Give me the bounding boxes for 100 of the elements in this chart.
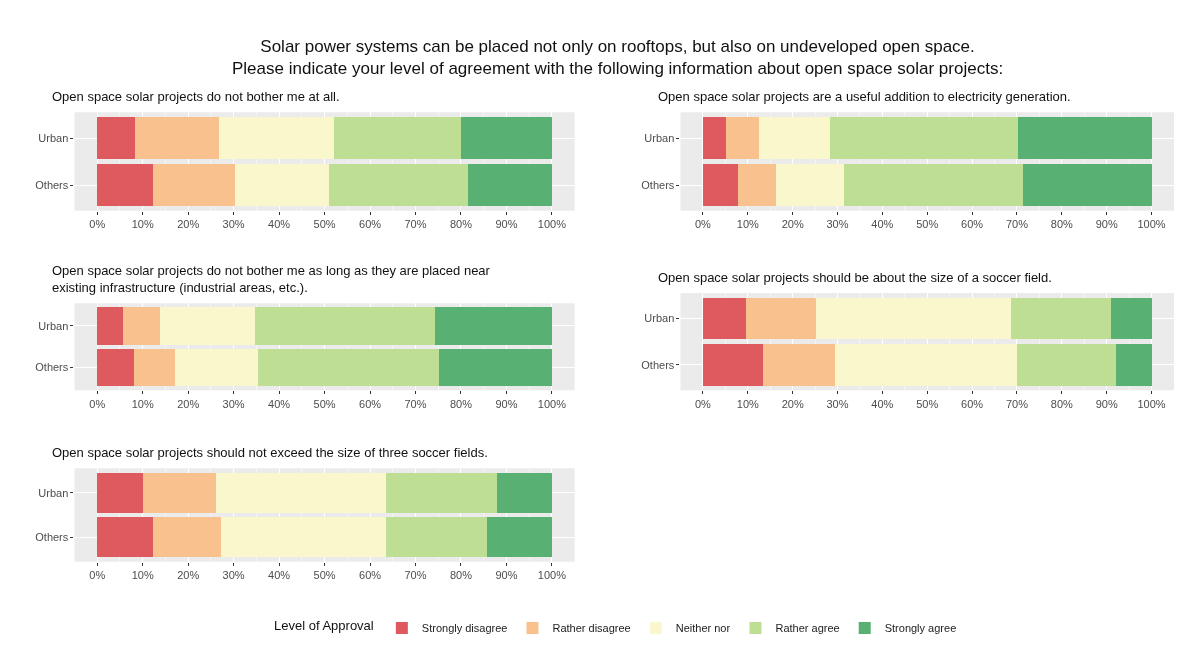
x-tick-label: 70% [404,568,427,581]
x-tick-label: 70% [1005,218,1029,231]
x-tick-label: 50% [916,218,939,231]
bar [175,348,259,387]
bar [438,348,552,387]
x-tick-label: 50% [313,568,336,581]
bar [97,117,135,160]
bar [843,163,1023,207]
bar [1016,343,1116,386]
x-tick-label: 30% [222,397,245,410]
y-tick-label: Others [35,178,69,191]
x-tick-label: 20% [781,397,804,410]
x-tick-label: 10% [131,568,154,581]
bar [702,163,739,207]
legend-title: Level of Approval [274,618,374,634]
y-tick-label: Others [35,531,69,544]
bar [468,163,552,207]
x-tick-label: 100% [1137,397,1166,410]
x-tick-label: 100% [537,397,567,410]
x-tick-label: 10% [131,397,154,410]
bar [460,117,552,160]
legend-label: Rather agree [775,622,840,635]
bar [153,517,221,558]
x-tick-label: 70% [404,218,427,231]
bar [153,163,235,207]
bar [97,472,143,513]
x-tick-label: 60% [359,568,382,581]
text: Please indicate your level of agreement with the following information about open space solar projects: [232,59,1004,79]
x-tick-label: 50% [313,218,336,231]
bar [97,307,124,345]
x-tick-label: 60% [359,218,382,231]
y-tick-label: Others [641,358,675,371]
bar [142,472,216,513]
x-tick-label: 80% [449,568,473,581]
y-tick-label: Others [35,361,69,374]
chart-title: Open space solar projects should not exceed the size of three soccer fields. [52,445,488,460]
bar [219,117,334,160]
x-tick-label: 10% [736,397,760,410]
bar [702,117,727,160]
bar [385,517,488,558]
bar [1111,297,1152,340]
x-tick-label: 100% [537,218,567,231]
bar [726,117,760,160]
bar [215,472,386,513]
bar [759,117,830,160]
bar [835,343,1017,386]
x-tick-label: 90% [495,397,518,410]
x-tick-label: 0% [89,218,106,231]
x-tick-label: 100% [1137,218,1166,231]
x-tick-label: 20% [781,218,804,231]
x-tick-label: 80% [1050,397,1074,410]
bar [763,343,836,386]
x-tick-label: 60% [961,397,984,410]
chart-title: Open space solar projects are a useful addition to electricity generation. [658,89,1071,104]
legend-label: Rather disagree [552,622,631,635]
x-tick-label: 20% [177,397,200,410]
bar [97,517,154,558]
bar [134,348,176,387]
bar [97,163,154,207]
x-tick-label: 60% [961,218,984,231]
x-tick-label: 70% [1005,397,1029,410]
x-tick-label: 30% [826,397,849,410]
y-tick-label: Urban [38,486,69,499]
x-tick-label: 90% [495,568,518,581]
bar [134,117,220,160]
bar [702,297,747,340]
x-tick-label: 30% [222,568,245,581]
y-tick-label: Urban [38,131,69,144]
x-tick-label: 90% [1095,218,1118,231]
x-tick-label: 20% [177,568,200,581]
chart-title: Open space solar projects do not bother me at all. [52,89,340,104]
x-tick-label: 90% [1095,397,1118,410]
bar [385,472,498,513]
x-tick-label: 40% [268,568,291,581]
bar [97,348,135,387]
bar [258,348,439,387]
bar [775,163,844,207]
bar [1011,297,1112,340]
x-tick-label: 100% [537,568,567,581]
bar [435,307,552,345]
x-tick-label: 30% [222,218,245,231]
x-tick-label: 50% [916,397,939,410]
bar [234,163,330,207]
bar [220,517,386,558]
x-tick-label: 40% [871,218,894,231]
bar [123,307,160,345]
x-tick-label: 80% [449,397,473,410]
bar [329,163,469,207]
bar [746,297,816,340]
bar [738,163,776,207]
legend-label: Neither nor [675,622,731,635]
x-tick-label: 70% [404,397,427,410]
legend-label: Strongly agree [884,622,957,635]
y-tick-label: Urban [644,131,675,144]
bar [333,117,461,160]
x-tick-label: 90% [495,218,518,231]
x-tick-label: 50% [313,397,336,410]
bar [159,307,255,345]
bar [255,307,436,345]
x-tick-label: 60% [359,397,382,410]
